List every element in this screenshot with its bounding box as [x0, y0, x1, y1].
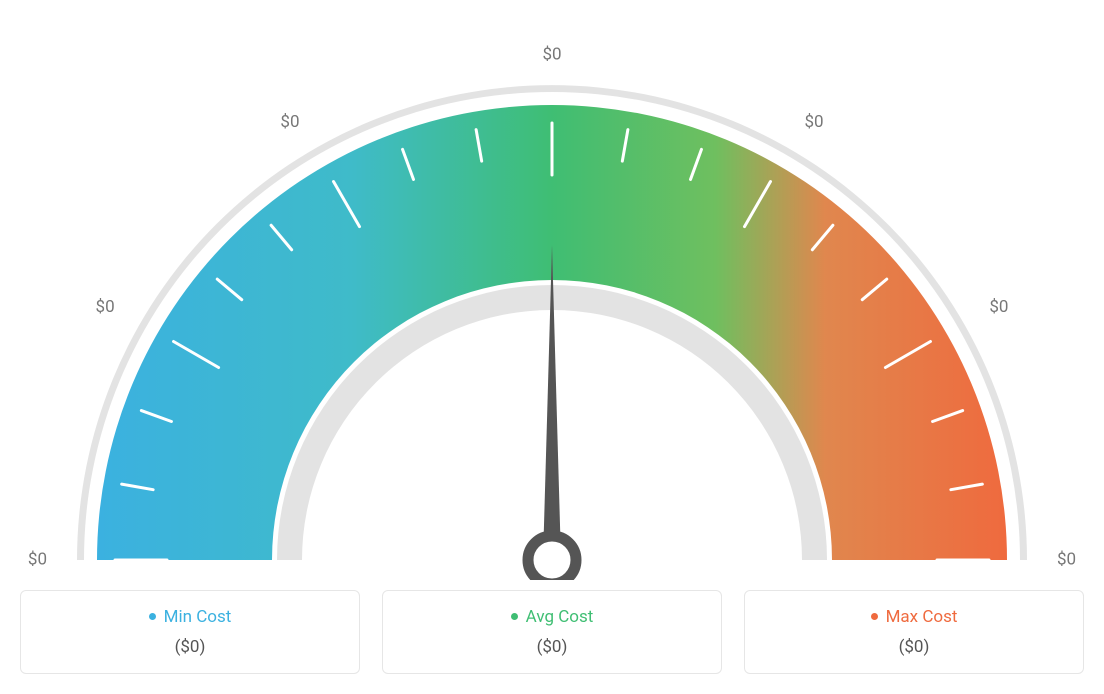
svg-text:$0: $0 — [280, 112, 299, 132]
legend-value-min: ($0) — [31, 637, 349, 657]
legend-dot-avg — [511, 613, 518, 620]
svg-text:$0: $0 — [989, 297, 1008, 317]
legend-dot-max — [871, 613, 878, 620]
legend-card-min: Min Cost ($0) — [20, 590, 360, 674]
legend-label-avg: Avg Cost — [526, 607, 594, 627]
legend-card-max: Max Cost ($0) — [744, 590, 1084, 674]
legend-label-max: Max Cost — [886, 607, 958, 627]
legend-value-avg: ($0) — [393, 637, 711, 657]
svg-text:$0: $0 — [96, 297, 115, 317]
svg-text:$0: $0 — [28, 549, 47, 569]
legend-label-min: Min Cost — [164, 607, 232, 627]
legend-card-avg: Avg Cost ($0) — [382, 590, 722, 674]
svg-text:$0: $0 — [542, 44, 561, 64]
svg-text:$0: $0 — [805, 112, 824, 132]
cost-gauge: $0 $0 $0 $0 $0 $0 $0 — [20, 20, 1084, 580]
legend-value-max: ($0) — [755, 637, 1073, 657]
svg-text:$0: $0 — [1057, 549, 1076, 569]
gauge-svg: $0 $0 $0 $0 $0 $0 $0 — [20, 20, 1084, 580]
legend-row: Min Cost ($0) Avg Cost ($0) Max Cost ($0… — [20, 590, 1084, 674]
legend-dot-min — [149, 613, 156, 620]
